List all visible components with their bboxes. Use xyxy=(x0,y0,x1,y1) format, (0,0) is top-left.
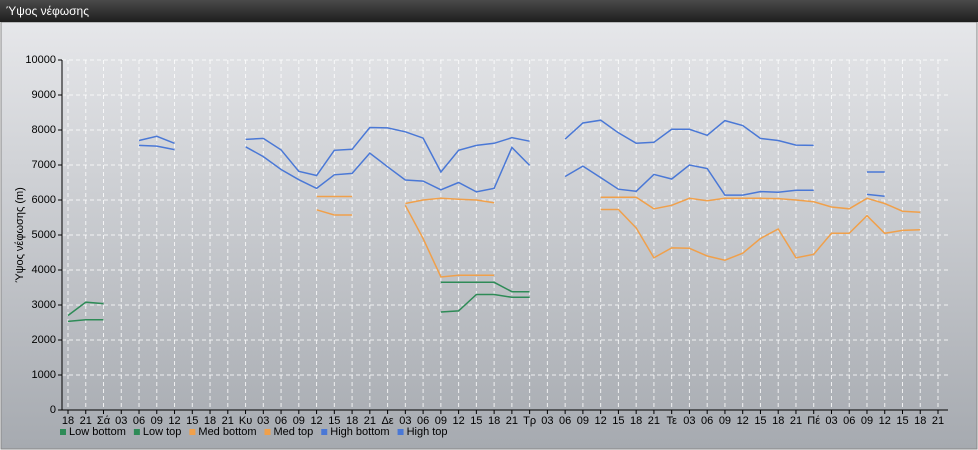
x-tick-label: 03 xyxy=(683,415,695,427)
x-tick-label: 21 xyxy=(364,415,376,427)
y-tick-label: 6000 xyxy=(32,194,56,206)
x-tick-label: Τρ xyxy=(523,415,536,427)
x-tick-label: 09 xyxy=(151,415,163,427)
y-tick-label: 0 xyxy=(50,404,56,416)
y-tick-label: 8000 xyxy=(32,124,56,136)
legend-label: High top xyxy=(407,426,448,438)
x-tick-label: 09 xyxy=(293,415,305,427)
legend-swatch xyxy=(321,429,328,435)
series-line xyxy=(138,144,885,197)
x-tick-label: Τε xyxy=(666,415,677,427)
x-tick-label: 06 xyxy=(133,415,145,427)
x-tick-label: 15 xyxy=(896,415,908,427)
legend-label: Low top xyxy=(143,426,182,438)
x-tick-label: 09 xyxy=(577,415,589,427)
legend-swatch xyxy=(133,429,140,435)
y-tick-label: 1000 xyxy=(32,369,56,381)
x-tick-label: 12 xyxy=(168,415,180,427)
x-tick-label: 06 xyxy=(417,415,429,427)
x-tick-label: 18 xyxy=(346,415,358,427)
legend-swatch xyxy=(397,429,404,435)
x-tick-label: 21 xyxy=(506,415,518,427)
x-tick-label: 12 xyxy=(595,415,607,427)
x-tick-label: 03 xyxy=(825,415,837,427)
legend-swatch xyxy=(264,429,271,435)
series-line xyxy=(316,195,921,214)
x-tick-label: Πέ xyxy=(807,415,820,427)
legend-label: High bottom xyxy=(330,426,389,438)
x-tick-label: 15 xyxy=(470,415,482,427)
x-tick-label: 21 xyxy=(790,415,802,427)
series-line xyxy=(67,293,530,323)
legend-label: Med top xyxy=(274,426,314,438)
x-tick-label: Κυ xyxy=(239,415,252,427)
x-tick-label: 15 xyxy=(328,415,340,427)
x-tick-label: 12 xyxy=(452,415,464,427)
y-tick-label: 5000 xyxy=(32,229,56,241)
y-tick-label: 4000 xyxy=(32,264,56,276)
series-line xyxy=(138,119,885,177)
x-tick-label: 15 xyxy=(754,415,766,427)
x-tick-label: 12 xyxy=(737,415,749,427)
window-title: Ύψος νέφωσης xyxy=(0,0,978,22)
x-tick-label: 06 xyxy=(559,415,571,427)
legend-label: Low bottom xyxy=(69,426,126,438)
x-tick-label: 06 xyxy=(843,415,855,427)
x-tick-label: Δε xyxy=(381,415,393,427)
series-line xyxy=(316,204,921,278)
x-tick-label: 09 xyxy=(719,415,731,427)
x-tick-label: 21 xyxy=(648,415,660,427)
y-tick-label: 3000 xyxy=(32,299,56,311)
x-tick-label: 03 xyxy=(399,415,411,427)
y-tick-label: 9000 xyxy=(32,89,56,101)
x-tick-label: 03 xyxy=(115,415,127,427)
x-tick-label: 12 xyxy=(879,415,891,427)
x-tick-label: 18 xyxy=(204,415,216,427)
x-tick-label: 21 xyxy=(80,415,92,427)
x-tick-label: 18 xyxy=(630,415,642,427)
x-tick-label: Σά xyxy=(97,415,111,427)
y-axis-label: Ύψος νέφωσης (m) xyxy=(14,187,26,283)
x-tick-label: 18 xyxy=(488,415,500,427)
legend-label: Med bottom xyxy=(198,426,256,438)
x-tick-label: 21 xyxy=(222,415,234,427)
x-tick-label: 09 xyxy=(861,415,873,427)
x-tick-label: 03 xyxy=(257,415,269,427)
x-tick-label: 06 xyxy=(275,415,287,427)
x-tick-label: 21 xyxy=(932,415,944,427)
legend-swatch xyxy=(60,429,66,435)
x-tick-label: 18 xyxy=(62,415,74,427)
x-tick-label: 09 xyxy=(435,415,447,427)
x-tick-label: 12 xyxy=(310,415,322,427)
x-tick-label: 06 xyxy=(701,415,713,427)
y-tick-label: 7000 xyxy=(32,159,56,171)
x-tick-label: 03 xyxy=(541,415,553,427)
chart: Ύψος νέφωσης (m) 0 1000 2000 3000 4000 5000 60… xyxy=(0,22,978,450)
x-tick-label: 15 xyxy=(612,415,624,427)
legend-swatch xyxy=(189,429,196,435)
y-tick-label: 2000 xyxy=(32,334,56,346)
y-tick-label: 10000 xyxy=(25,54,56,66)
x-tick-label: 18 xyxy=(772,415,784,427)
series-line xyxy=(67,281,530,317)
x-tick-label: 15 xyxy=(186,415,198,427)
x-tick-label: 18 xyxy=(914,415,926,427)
